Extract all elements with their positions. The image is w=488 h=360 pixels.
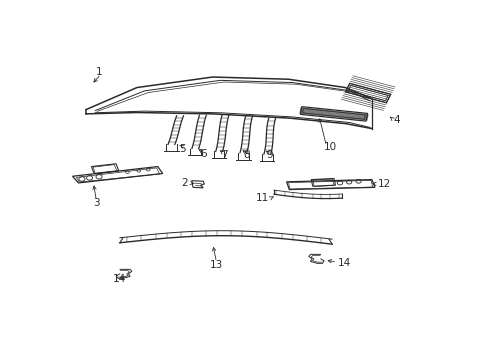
Text: 8: 8 <box>243 150 250 161</box>
Text: 14: 14 <box>113 274 126 284</box>
Text: 5: 5 <box>179 144 185 153</box>
Text: 4: 4 <box>393 115 399 125</box>
Text: 7: 7 <box>220 150 227 161</box>
Text: 6: 6 <box>200 149 206 159</box>
Text: 10: 10 <box>324 143 337 152</box>
Text: 11: 11 <box>256 193 269 203</box>
Text: 3: 3 <box>93 198 100 208</box>
Text: 13: 13 <box>209 260 223 270</box>
Text: 2: 2 <box>181 177 188 188</box>
Text: 9: 9 <box>265 150 272 161</box>
Text: 12: 12 <box>377 179 390 189</box>
Text: 1: 1 <box>96 67 102 77</box>
Text: 14: 14 <box>337 258 350 268</box>
